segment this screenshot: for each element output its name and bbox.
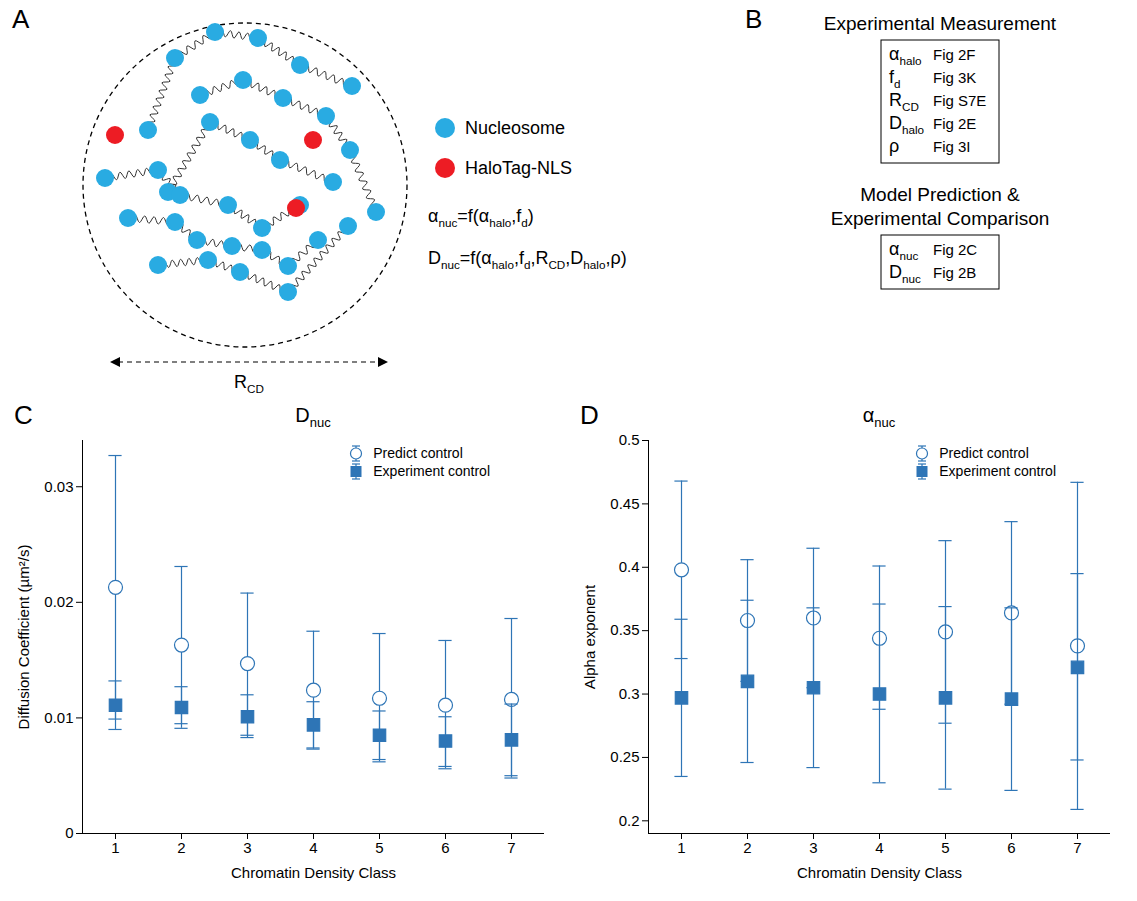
svg-text:Fig 2F: Fig 2F (933, 46, 976, 63)
svg-text:αhalo: αhalo (889, 44, 922, 67)
svg-text:1: 1 (111, 839, 119, 856)
svg-text:Fig 3I: Fig 3I (933, 138, 971, 155)
html-text:Predict control: Predict control (939, 445, 1029, 461)
svg-text:Chromatin Density Class: Chromatin Density Class (797, 864, 962, 881)
svg-text:B: B (745, 4, 762, 34)
svg-text:0.2: 0.2 (619, 812, 640, 829)
svg-text:0.45: 0.45 (610, 495, 639, 512)
svg-text:Fig 2B: Fig 2B (933, 264, 976, 281)
svg-text:7: 7 (507, 839, 515, 856)
svg-text:0.25: 0.25 (610, 748, 639, 765)
svg-text:4: 4 (875, 839, 883, 856)
svg-text:Dnuc: Dnuc (889, 262, 921, 285)
svg-text:Experimental Measurement: Experimental Measurement (824, 13, 1057, 34)
svg-text:0: 0 (65, 824, 73, 841)
svg-text:Chromatin Density Class: Chromatin Density Class (231, 864, 396, 881)
svg-text:Dhalo: Dhalo (889, 113, 925, 136)
svg-text:RCD: RCD (234, 372, 264, 395)
html-text:Experiment control: Experiment control (939, 463, 1056, 479)
svg-text:Fig S7E: Fig S7E (933, 92, 986, 109)
html-text:Experiment control: Experiment control (373, 463, 490, 479)
svg-text:6: 6 (441, 839, 449, 856)
svg-text:4: 4 (309, 839, 317, 856)
svg-text:Nucleosome: Nucleosome (465, 118, 565, 138)
svg-text:Fig 2E: Fig 2E (933, 115, 976, 132)
html-text:D: D (580, 400, 599, 430)
svg-text:0.35: 0.35 (610, 621, 639, 638)
svg-text:0.01: 0.01 (44, 709, 73, 726)
svg-text:fd: fd (889, 67, 901, 90)
svg-text:2: 2 (743, 839, 751, 856)
svg-text:RCD: RCD (889, 90, 919, 113)
svg-text:Experimental Comparison: Experimental Comparison (831, 208, 1050, 229)
svg-text:αnuc: αnuc (889, 239, 918, 262)
svg-text:Alpha exponent: Alpha exponent (581, 584, 598, 689)
svg-text:A: A (12, 4, 30, 34)
svg-text:HaloTag-NLS: HaloTag-NLS (465, 158, 572, 178)
svg-text:Fig 3K: Fig 3K (933, 69, 976, 86)
svg-text:3: 3 (243, 839, 251, 856)
svg-text:αnuc=f(αhalo,fd): αnuc=f(αhalo,fd) (428, 206, 534, 229)
svg-text:0.5: 0.5 (619, 431, 640, 448)
html-text:Dnuc: Dnuc (295, 404, 331, 430)
html-text:αnuc: αnuc (862, 404, 896, 430)
svg-text:Fig 2C: Fig 2C (933, 241, 977, 258)
svg-text:0.03: 0.03 (44, 478, 73, 495)
svg-text:Model Prediction &: Model Prediction & (860, 184, 1020, 205)
svg-text:3: 3 (809, 839, 817, 856)
svg-text:Diffusion Coefficient (µm²/s): Diffusion Coefficient (µm²/s) (15, 545, 32, 730)
html-text:Predict control: Predict control (373, 445, 463, 461)
svg-text:7: 7 (1073, 839, 1081, 856)
svg-text:5: 5 (941, 839, 949, 856)
svg-text:0.4: 0.4 (619, 558, 640, 575)
svg-text:Dnuc=f(αhalo,fd,RCD,Dhalo,ρ): Dnuc=f(αhalo,fd,RCD,Dhalo,ρ) (428, 248, 627, 271)
svg-text:0.3: 0.3 (619, 685, 640, 702)
svg-text:6: 6 (1007, 839, 1015, 856)
html-text:C: C (14, 400, 33, 430)
svg-text:1: 1 (677, 839, 685, 856)
svg-text:ρ: ρ (889, 136, 899, 156)
svg-text:2: 2 (177, 839, 185, 856)
svg-text:0.02: 0.02 (44, 593, 73, 610)
svg-text:5: 5 (375, 839, 383, 856)
